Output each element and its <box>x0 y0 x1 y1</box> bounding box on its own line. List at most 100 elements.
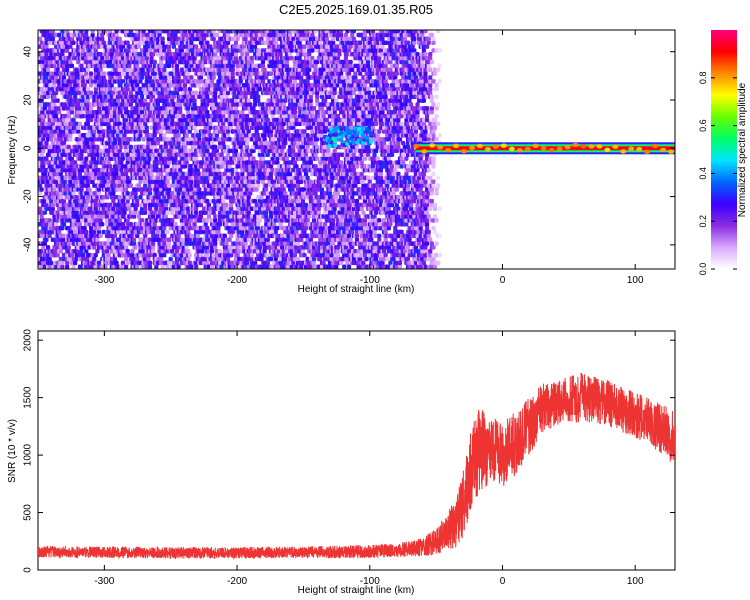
spectrogram-cell <box>80 40 86 45</box>
spectrogram-cell <box>120 71 126 76</box>
spectrogram-cell <box>104 194 110 200</box>
spectrogram-cell <box>39 63 44 69</box>
spectrogram-cell <box>176 144 181 150</box>
spectrogram-cell <box>57 164 62 169</box>
spectrogram-cell <box>79 109 84 115</box>
spectrogram-cell <box>61 222 67 227</box>
spectrogram-cell <box>47 218 52 223</box>
spectrogram-cell <box>186 71 191 76</box>
spectrogram-cell <box>143 121 148 127</box>
spectrogram-cell <box>159 171 164 177</box>
spectrogram-cell <box>93 86 98 92</box>
spectrogram-cell <box>38 229 43 235</box>
spectrogram-cell <box>143 183 148 188</box>
spectrogram-cell <box>170 117 175 123</box>
spectrogram-cell <box>82 245 87 250</box>
spectrogram-cell <box>88 117 94 123</box>
spectrogram-cell <box>174 260 180 266</box>
spectrogram-cell <box>174 206 180 212</box>
spectrogram-cell <box>240 52 245 57</box>
spectrogram-cell <box>187 129 192 134</box>
spectrogram-cell <box>205 94 210 100</box>
spectrogram-cell <box>238 63 243 69</box>
spectrogram-cell <box>50 30 55 34</box>
spectrogram-cell <box>87 55 92 61</box>
spectrogram-cell <box>41 52 46 57</box>
spectrogram-cell <box>192 98 197 103</box>
spectrogram-cell <box>65 67 70 73</box>
spectrogram-cell <box>84 40 89 45</box>
spectrogram-cell <box>173 32 178 38</box>
spectrogram-cell <box>197 48 202 53</box>
spectrogram-cell <box>53 249 59 254</box>
spectrogram-cell <box>93 164 98 169</box>
spectrogram-cell <box>233 148 239 154</box>
spectrogram-cell <box>205 260 210 266</box>
spectrogram-cell <box>38 183 43 188</box>
spectrogram-cell <box>128 222 133 227</box>
spectrogram-cell <box>63 59 68 65</box>
spectrogram-cell <box>128 90 133 96</box>
spectrogram-cell <box>194 210 199 215</box>
spectrogram-cell <box>87 133 92 138</box>
spectrogram-cell <box>125 86 130 92</box>
spectrogram-cell <box>44 156 49 161</box>
spectrogram-cell <box>79 249 84 254</box>
spectrogram-cell <box>79 98 84 103</box>
spectrogram-cell <box>139 218 145 223</box>
spectrogram-cell <box>53 48 59 53</box>
spectrogram-cell <box>209 140 215 146</box>
spectrogram-cell <box>57 79 62 84</box>
spectrogram-cell <box>79 198 84 204</box>
spectrogram-cell <box>108 164 113 169</box>
spectrogram-cell <box>157 125 162 130</box>
spectrogram-cell <box>71 233 76 239</box>
spectrogram-cell <box>187 137 192 142</box>
spectrogram-cell <box>232 156 237 161</box>
spectrogram-cell <box>98 125 103 130</box>
spectrogram-cell <box>39 214 44 219</box>
spectrogram-cell <box>41 113 46 119</box>
spectrogram-cell <box>60 144 65 150</box>
spectrogram-cell <box>181 194 186 200</box>
spectrogram-cell <box>208 125 213 130</box>
spectrogram-cell <box>45 179 51 185</box>
spectrogram-cell <box>221 121 226 127</box>
spectrogram-cell <box>184 245 189 250</box>
spectrogram-cell <box>165 137 170 142</box>
spectrogram-cell <box>88 164 94 169</box>
spectrogram-cell <box>225 256 231 262</box>
spectrogram-cell <box>189 75 194 80</box>
spectrogram-cell <box>55 233 60 239</box>
spectrogram-cell <box>178 256 183 262</box>
spectrogram-cell <box>74 82 79 88</box>
spectrogram-cell <box>96 106 102 111</box>
spectrogram-cell <box>205 109 210 115</box>
spectrogram-cell <box>85 164 90 169</box>
spectrogram-cell <box>187 260 192 266</box>
spectrogram-cell <box>45 90 51 96</box>
spectrogram-cell <box>135 63 140 69</box>
spectrogram-cell <box>60 264 65 269</box>
spectrogram-cell <box>44 129 49 134</box>
spectrogram-cell <box>209 264 215 269</box>
spectrogram-cell <box>85 86 90 92</box>
spectrogram-cell <box>55 121 60 127</box>
spectrogram-cell <box>65 133 70 138</box>
spectrogram-cell <box>68 82 73 88</box>
spectrogram-cell <box>55 237 60 242</box>
spectrogram-cell <box>45 245 51 250</box>
spectrogram-cell <box>141 86 146 92</box>
spectrogram-cell <box>80 67 86 73</box>
spectrogram-cell <box>173 175 178 181</box>
spectrogram-cell <box>208 44 213 49</box>
spectrogram-cell <box>235 36 240 42</box>
spectrogram-cell <box>44 75 49 80</box>
spectrogram-cell <box>224 202 229 208</box>
spectrogram-cell <box>39 40 44 45</box>
spectrogram-cell <box>128 194 133 200</box>
spectrogram-cell <box>53 90 59 96</box>
spectrogram-cell <box>162 233 167 239</box>
spectrogram-cell <box>240 171 245 177</box>
spectrogram-cell <box>44 63 49 69</box>
